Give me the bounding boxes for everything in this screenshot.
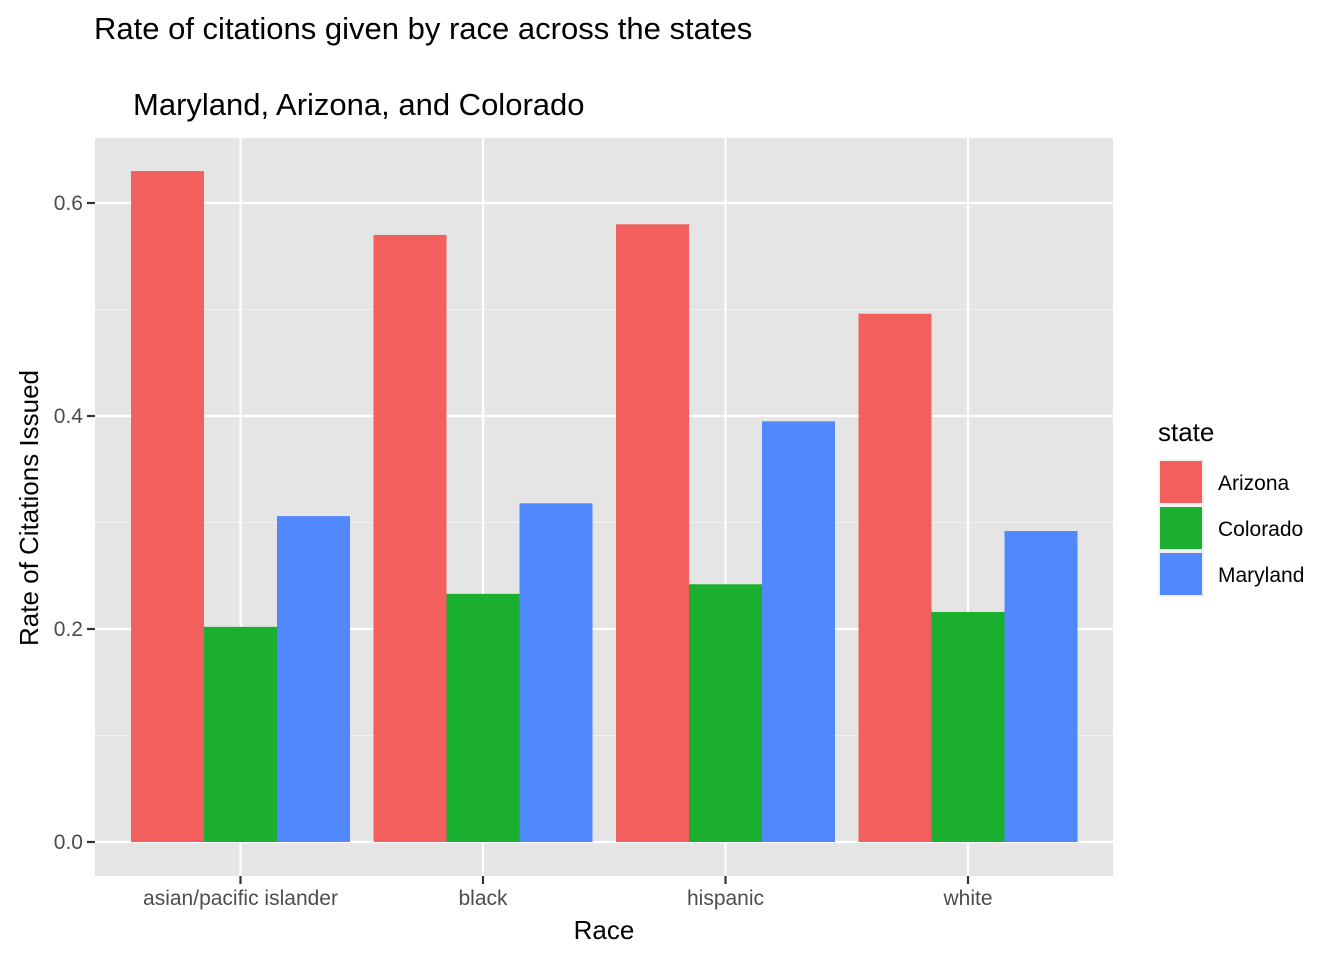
x-tick-label: hispanic bbox=[687, 887, 764, 910]
y-tick-label: 0.6 bbox=[54, 192, 83, 215]
legend-label-arizona: Arizona bbox=[1218, 472, 1290, 495]
bar-colorado-white bbox=[931, 611, 1005, 842]
y-tick-label: 0.4 bbox=[54, 405, 84, 428]
bar-colorado-hispanic bbox=[689, 584, 762, 842]
legend-title: state bbox=[1158, 417, 1214, 447]
legend-label-colorado: Colorado bbox=[1218, 518, 1303, 541]
legend-label-maryland: Maryland bbox=[1218, 564, 1304, 587]
legend: state Arizona Colorado Maryland bbox=[1158, 417, 1304, 597]
legend-items: Arizona Colorado Maryland bbox=[1158, 459, 1304, 597]
x-tick-label: asian/pacific islander bbox=[143, 887, 338, 910]
chart-subtitle: Maryland, Arizona, and Colorado bbox=[133, 87, 584, 122]
bar-arizona-black bbox=[373, 234, 447, 842]
x-tick-label: white bbox=[942, 887, 992, 910]
bar-colorado-black bbox=[446, 593, 520, 842]
chart-title: Rate of citations given by race across t… bbox=[94, 11, 752, 46]
bar-arizona-asian-pacific-islander bbox=[131, 171, 204, 843]
bar-colorado-asian-pacific-islander bbox=[204, 626, 277, 842]
legend-key-maryland bbox=[1158, 551, 1204, 597]
bar-maryland-black bbox=[519, 503, 593, 842]
x-axis: asian/pacific islander black hispanic white bbox=[143, 876, 993, 910]
x-axis-title: Race bbox=[574, 915, 635, 945]
y-axis: 0.0 0.2 0.4 0.6 bbox=[54, 192, 95, 854]
bar-maryland-white bbox=[1004, 531, 1078, 842]
bar-arizona-hispanic bbox=[616, 224, 689, 843]
bars bbox=[131, 171, 1078, 843]
legend-key-arizona bbox=[1158, 459, 1204, 505]
y-tick-label: 0.2 bbox=[54, 618, 83, 641]
y-tick-label: 0.0 bbox=[54, 831, 83, 854]
bar-maryland-asian-pacific-islander bbox=[277, 516, 350, 842]
legend-key-colorado bbox=[1158, 505, 1204, 551]
bar-arizona-white bbox=[858, 313, 932, 842]
bar-maryland-hispanic bbox=[762, 421, 835, 842]
x-tick-label: black bbox=[458, 887, 508, 910]
y-axis-title: Rate of Citations Issued bbox=[14, 370, 44, 646]
